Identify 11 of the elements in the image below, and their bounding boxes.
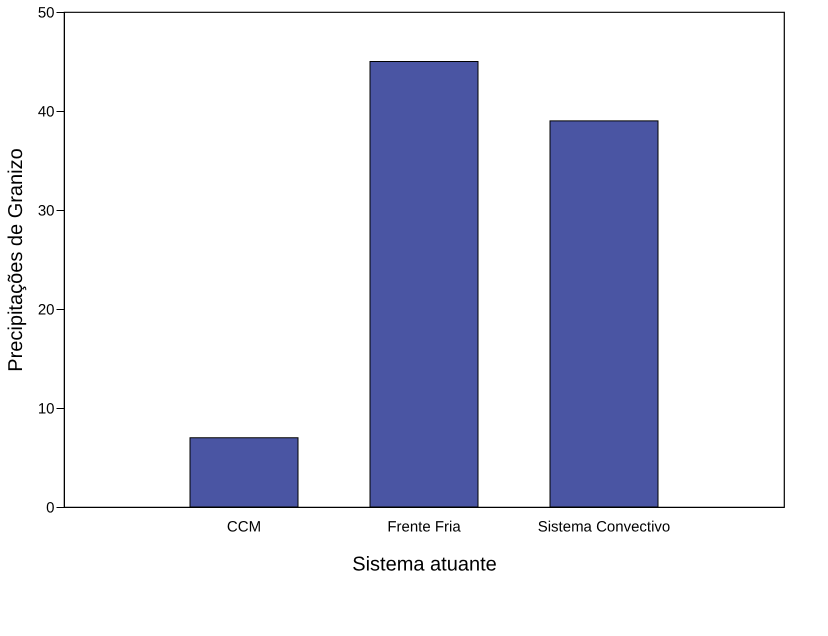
y-tick-label: 50	[38, 4, 54, 22]
y-tick-label: 40	[38, 104, 54, 120]
y-tick-label: 0	[46, 500, 54, 516]
x-tick-label: Frente Fria	[387, 518, 462, 536]
x-tick-label: Sistema Convectivo	[538, 518, 670, 536]
y-tick-label: 20	[38, 302, 54, 318]
x-tick-label: CCM	[226, 518, 262, 536]
x-axis-title: Sistema atuante	[352, 554, 497, 576]
y-tick-label: 10	[38, 400, 54, 418]
y-tick-label: 30	[38, 202, 54, 220]
y-axis-title: Precipitações de Granizo	[4, 148, 27, 372]
